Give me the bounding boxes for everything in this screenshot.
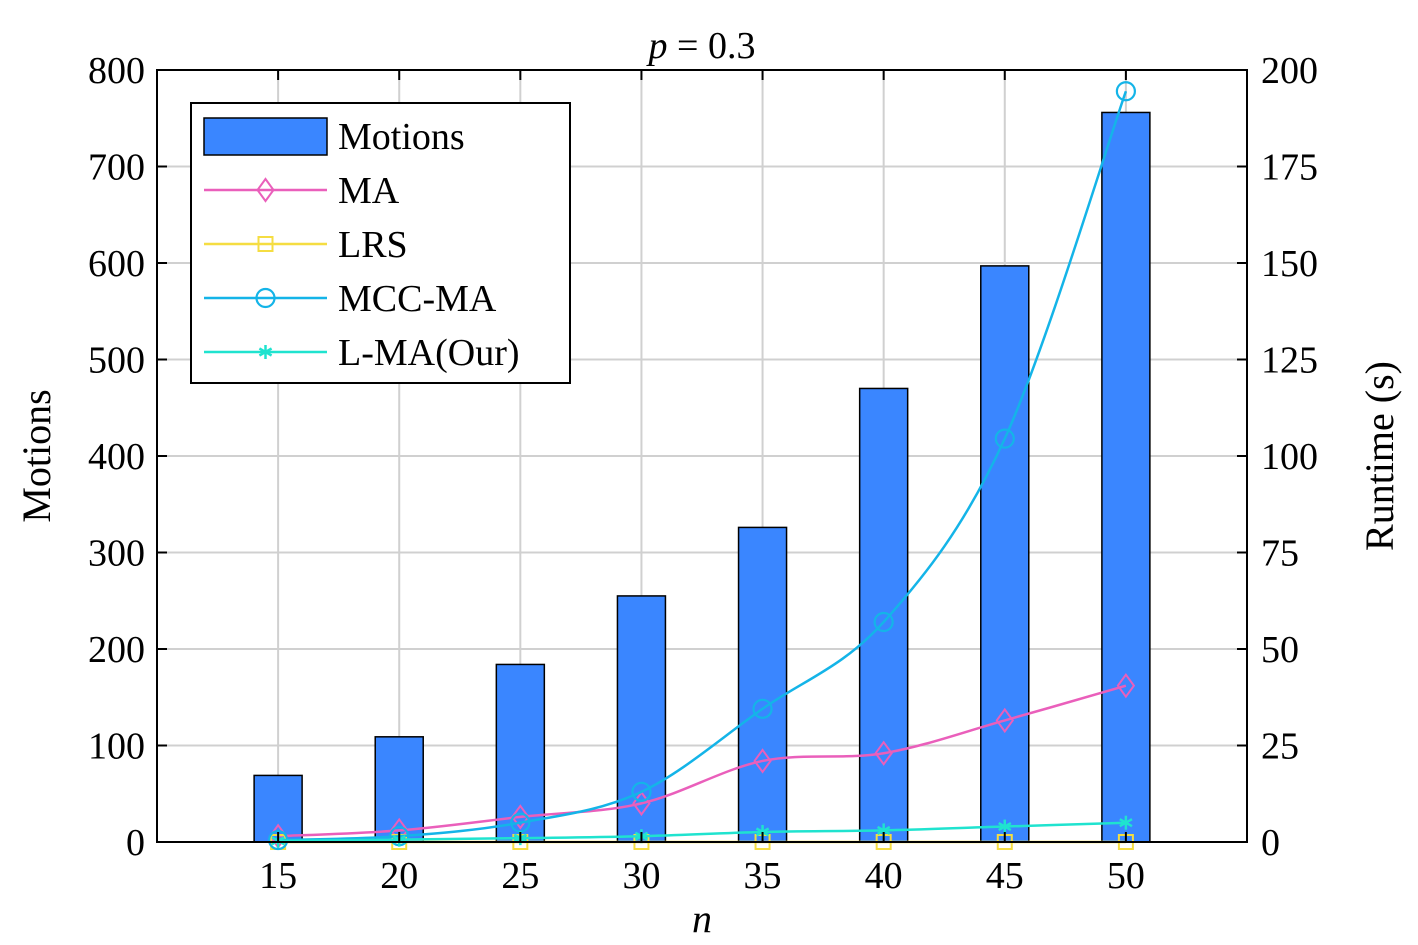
x-tick-label: 45 [986, 855, 1024, 897]
x-tick-label: 25 [501, 855, 539, 897]
x-axis-label: n [692, 896, 712, 941]
x-tick-label: 15 [259, 855, 297, 897]
bar-motions [495, 663, 546, 843]
y-right-tick-label: 50 [1261, 629, 1299, 671]
x-tick-label: 20 [380, 855, 418, 897]
ticks: 15 20 25 30 35 40 45 50010020030040050060070080… [88, 50, 1318, 897]
y-left-tick-label: 300 [88, 533, 145, 575]
y-axis-right-label: Runtime (s) [1357, 361, 1402, 551]
legend-label-l-ma-our: L-MA(Our) [338, 332, 520, 374]
y-left-tick-label: 800 [88, 50, 145, 92]
point-mcc-ma [1115, 81, 1136, 102]
legend-label-mcc-ma: MCC-MA [338, 278, 497, 320]
series-line-mcc-ma [278, 90, 1128, 842]
y-left-tick-label: 600 [88, 243, 145, 285]
bar-motions [1101, 111, 1151, 843]
y-right-tick-label: 0 [1261, 822, 1280, 864]
point-ma [995, 707, 1015, 734]
legend-marker-lrs [257, 236, 274, 252]
point-ma [874, 740, 893, 766]
legend-label-lrs: LRS [338, 224, 408, 266]
legend: Motions MA LRS MCC-MA L-MA(Our) [190, 102, 571, 384]
y-left-tick-label: 200 [88, 629, 145, 671]
legend-marker-ma [256, 177, 275, 203]
point-l-ma-our [1119, 815, 1133, 830]
legend-marker-l-ma-our [258, 345, 273, 359]
point-ma [511, 804, 530, 830]
point-mcc-ma [994, 428, 1015, 449]
y-left-tick-label: 0 [126, 822, 145, 864]
asterisk-stroke [258, 347, 273, 357]
bar-motions [980, 265, 1030, 843]
x-tick-label: 50 [1107, 855, 1145, 897]
point-mcc-ma [631, 781, 652, 802]
y-left-tick-label: 700 [88, 147, 145, 189]
motions-bars [253, 111, 1151, 843]
y-right-tick-label: 125 [1261, 340, 1318, 382]
asterisk-stroke [876, 825, 891, 836]
bar-motions [858, 387, 909, 843]
y-left-tick-label: 400 [88, 436, 145, 478]
y-right-tick-label: 175 [1261, 147, 1318, 189]
y-axis-left-label: Motions [14, 389, 59, 522]
bar-motions [737, 526, 788, 843]
bar-motions [374, 736, 424, 843]
asterisk-stroke [755, 827, 770, 837]
point-ma [753, 748, 772, 774]
chart-title: p = 0.3 [646, 25, 756, 67]
point-mcc-ma [873, 611, 894, 633]
y-left-tick-label: 100 [88, 726, 145, 768]
series-line-ma [278, 684, 1127, 838]
x-tick-label: 35 [744, 855, 782, 897]
title-value: = 0.3 [668, 25, 756, 67]
legend-swatch-motions [203, 117, 328, 156]
legend-label-motions: Motions [338, 116, 465, 158]
series-ma [268, 672, 1136, 849]
point-l-ma-our [998, 819, 1012, 834]
asterisk-stroke [1119, 818, 1133, 828]
series-line-l-ma-our [278, 821, 1126, 843]
bar-motions [616, 595, 667, 843]
asterisk-stroke [998, 821, 1012, 832]
title-variable: p [646, 25, 668, 67]
x-tick-label: 30 [622, 855, 660, 897]
y-right-tick-label: 200 [1261, 50, 1318, 92]
legend-marker-mcc-ma [255, 287, 276, 309]
x-tick-label: 40 [865, 855, 903, 897]
y-right-tick-label: 150 [1261, 243, 1318, 285]
y-right-tick-label: 25 [1261, 726, 1299, 768]
y-right-tick-label: 75 [1261, 533, 1299, 575]
point-ma [1116, 672, 1136, 699]
point-mcc-ma [752, 698, 773, 719]
y-left-tick-label: 500 [88, 340, 145, 382]
y-right-tick-label: 100 [1261, 436, 1318, 478]
legend-label-ma: MA [338, 170, 400, 212]
